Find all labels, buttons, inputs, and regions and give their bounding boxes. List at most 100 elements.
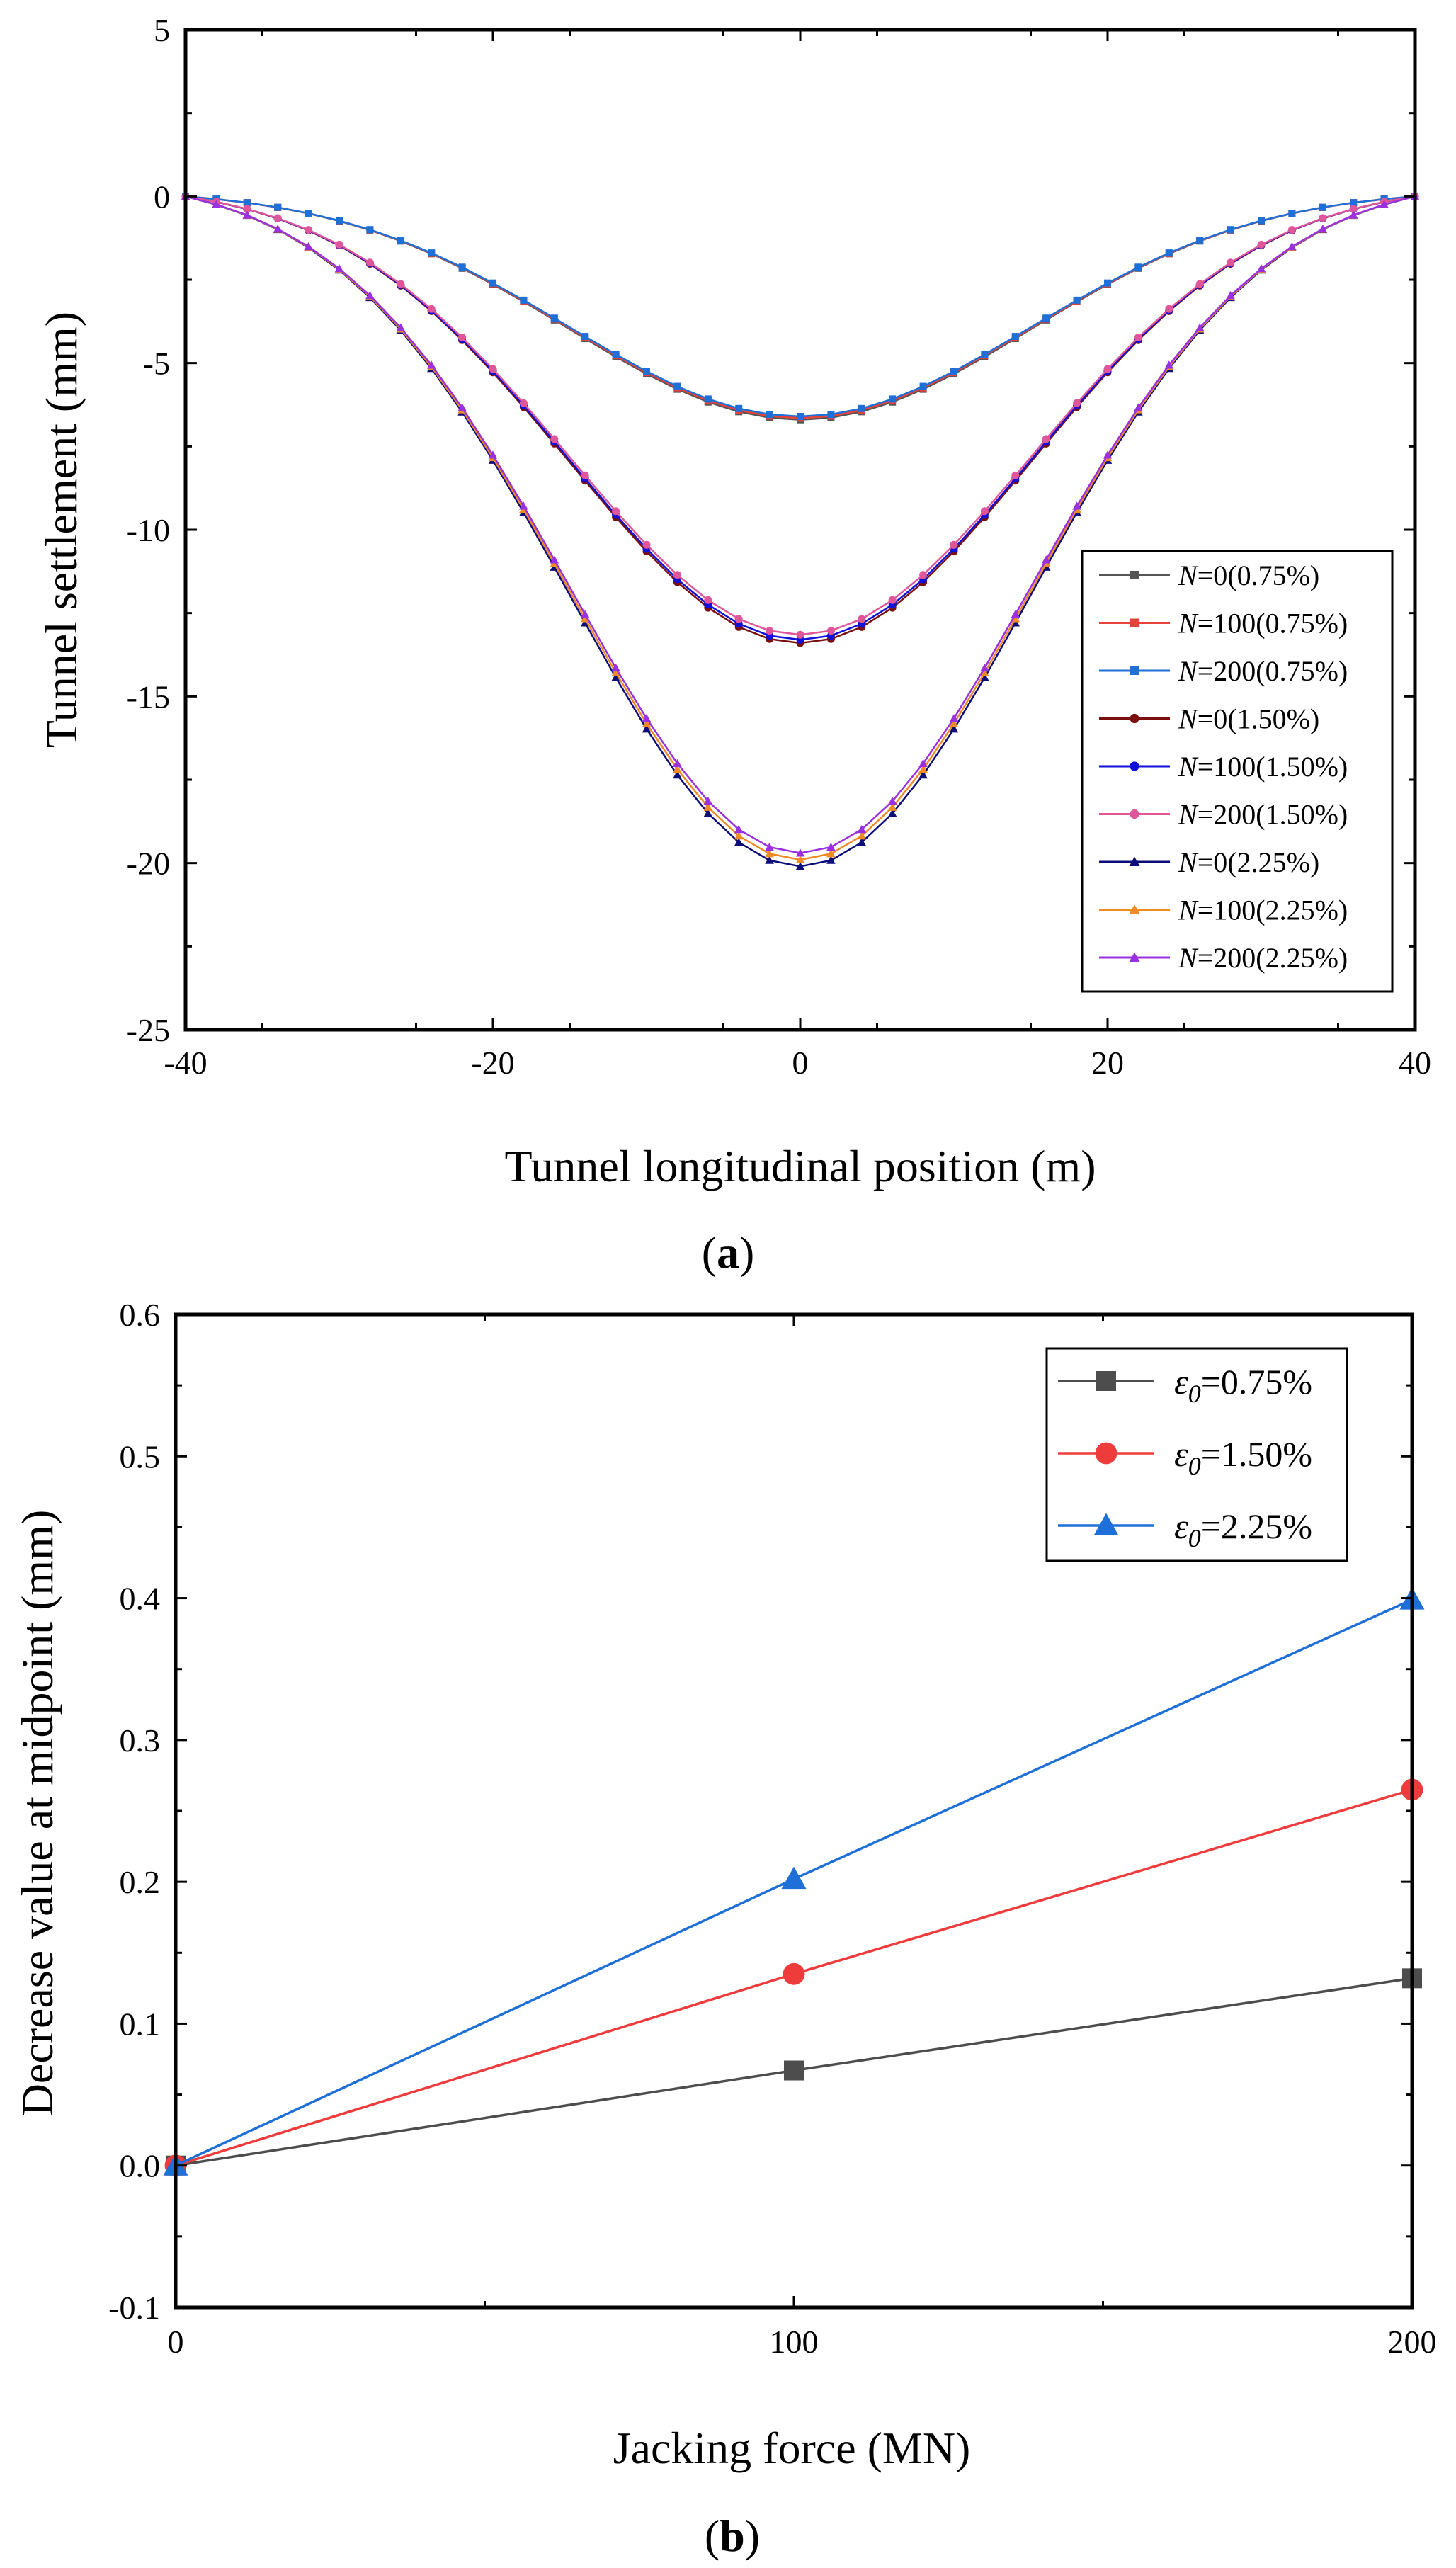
- panel-a-data-point: [1319, 203, 1326, 211]
- panel-a-legend-marker: [1130, 571, 1139, 579]
- panel-a-data-point: [887, 809, 897, 817]
- panel-a-data-point: [1349, 205, 1358, 213]
- panel-a-data-point: [1104, 279, 1111, 287]
- panel-a-data-point: [918, 764, 928, 773]
- panel-a-caption-letter: a: [717, 1227, 739, 1278]
- panel-a-data-point: [335, 240, 343, 249]
- panel-a-legend-marker: [1130, 809, 1139, 819]
- panel-a-data-point: [887, 802, 897, 811]
- panel-a-x-tick-label: 20: [1091, 1045, 1124, 1081]
- panel-a-data-point: [243, 199, 251, 207]
- panel-a-data-point: [642, 540, 651, 549]
- panel-b-y-tick-label: 0.5: [120, 1438, 161, 1475]
- panel-a-data-point: [857, 838, 867, 846]
- panel-a-data-point: [642, 714, 652, 722]
- panel-a-data-point: [550, 555, 559, 564]
- panel-a-data-point: [1256, 263, 1266, 273]
- panel-a-data-point: [643, 368, 650, 375]
- panel-a-legend-label: N=200(0.75%): [1178, 655, 1348, 687]
- panel-a-data-point: [735, 404, 743, 412]
- panel-a-data-point: [765, 842, 774, 851]
- panel-a-x-tick-label: 40: [1399, 1045, 1431, 1081]
- panel-a-data-point: [858, 615, 866, 623]
- panel-a-data-point: [428, 249, 436, 257]
- panel-a-legend-label: N=100(1.50%): [1178, 751, 1348, 783]
- panel-a-data-point: [580, 614, 590, 623]
- panel-a-data-point: [950, 540, 958, 549]
- panel-a-data-point: [581, 471, 589, 479]
- panel-a-data-point: [673, 571, 681, 579]
- panel-a-data-point: [887, 796, 897, 805]
- panel-a-data-point: [427, 305, 436, 313]
- panel-b-x-tick-label: 100: [770, 2324, 819, 2360]
- panel-b-legend-marker: [1093, 1513, 1119, 1535]
- panel-a-data-point: [336, 217, 343, 225]
- panel-a-data-point: [918, 771, 928, 779]
- panel-a-data-point: [1103, 450, 1113, 459]
- panel-a-data-point: [1258, 217, 1265, 225]
- panel-a-legend-label: N=100(0.75%): [1178, 608, 1348, 640]
- panel-a-data-point: [458, 333, 467, 341]
- panel-a-data-point: [950, 368, 957, 375]
- panel-a-data-point: [274, 203, 282, 211]
- panel-a-data-point: [673, 759, 682, 768]
- panel-b-y-tick-label: 0.3: [120, 1722, 161, 1759]
- panel-a-data-point: [304, 242, 313, 251]
- panel-a-data-point: [520, 296, 528, 304]
- panel-a-data-point: [1380, 200, 1389, 208]
- panel-a-data-point: [765, 849, 774, 858]
- panel-b-data-point: [784, 2060, 804, 2081]
- panel-a-legend-marker: [1130, 713, 1139, 724]
- panel-a-data-point: [795, 848, 805, 857]
- panel-a-data-point: [1011, 333, 1019, 341]
- panel-b-legend: ε0=0.75% ε0=1.50% ε0=2.25%: [1045, 1347, 1348, 1562]
- panel-a-y-tick-label: 5: [154, 12, 170, 48]
- panel-a-legend-label: N=0(0.75%): [1178, 559, 1319, 591]
- panel-b-legend-items: ε0=0.75% ε0=1.50% ε0=2.25%: [1058, 1362, 1312, 1552]
- panel-a-data-point: [703, 809, 713, 817]
- panel-a-legend-marker: [1130, 666, 1139, 675]
- panel-a-data-point: [1042, 314, 1050, 322]
- panel-a-data-point: [795, 862, 805, 870]
- panel-a-data-point: [949, 714, 959, 722]
- panel-a-data-point: [980, 668, 989, 676]
- panel-b-series-group: [163, 1587, 1425, 2177]
- panel-a-data-point: [826, 842, 836, 851]
- panel-a-data-point: [212, 200, 221, 208]
- panel-a-data-point: [1041, 555, 1051, 564]
- panel-a-data-point: [1011, 610, 1020, 618]
- panel-a-data-point: [519, 399, 528, 407]
- panel-a-legend-label: N=100(2.25%): [1178, 894, 1348, 926]
- panel-a-data-point: [1134, 263, 1142, 271]
- panel-a-data-point: [673, 382, 681, 390]
- panel-a-data-point: [766, 627, 774, 635]
- panel-b-y-tick-label: 0.1: [120, 2006, 161, 2042]
- panel-a-y-axis-label: Tunnel settlement (mm): [36, 312, 86, 748]
- panel-a-data-point: [1195, 323, 1205, 331]
- panel-a-data-point: [1165, 249, 1173, 257]
- panel-b-caption-letter: b: [720, 2511, 745, 2561]
- panel-a-data-point: [980, 507, 989, 516]
- panel-a-data-point: [1195, 280, 1204, 288]
- panel-a-legend-marker: [1129, 856, 1140, 866]
- panel-b-legend-marker: [1096, 1371, 1116, 1391]
- panel-a-data-point: [734, 824, 744, 834]
- panel-a-data-point: [734, 615, 743, 623]
- panel-a-data-point: [703, 802, 713, 811]
- panel-b-plot-frame: [174, 1312, 1414, 2310]
- panel-a-data-point: [1196, 237, 1204, 244]
- panel-a-data-point: [1227, 258, 1235, 267]
- panel-a-y-tick-label: -15: [127, 678, 170, 715]
- panel-a-data-point: [305, 210, 312, 217]
- panel-a-x-tick-label: -40: [164, 1045, 207, 1081]
- panel-a-x-tick-label: -20: [471, 1045, 514, 1081]
- panel-a-data-point: [703, 796, 713, 805]
- panel-a-legend-label: N=200(2.25%): [1178, 942, 1348, 974]
- panel-a-data-point: [673, 771, 682, 779]
- panel-a-data-point: [273, 214, 282, 222]
- panel-a-data-point: [1011, 618, 1020, 627]
- panel-a-data-point: [1011, 614, 1020, 623]
- panel-a-data-point: [797, 412, 804, 420]
- panel-a-data-point: [365, 258, 374, 267]
- panel-a-data-point: [673, 764, 682, 773]
